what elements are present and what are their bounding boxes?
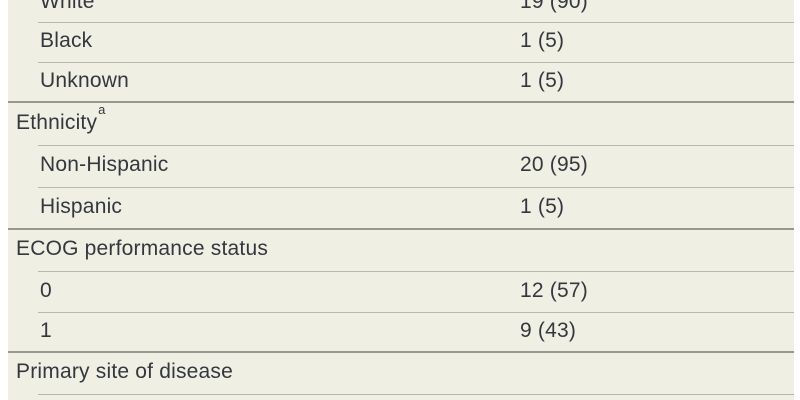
section-separator	[8, 351, 794, 353]
row-label-text: Ethnicity	[16, 110, 98, 134]
footnote-marker: a	[98, 101, 106, 117]
section-separator	[8, 101, 794, 103]
row-separator	[38, 394, 794, 395]
row-label: Hispanic	[40, 195, 123, 218]
row-separator	[38, 62, 794, 63]
row-non-hispanic: Non-Hispanic 20 (95)	[8, 146, 794, 188]
characteristics-table: White 19 (90) Black 1 (5) Unknown 1 (5) …	[8, 0, 794, 400]
clipped-next-row	[8, 395, 794, 400]
row-label: 1	[40, 319, 52, 342]
row-black: Black 1 (5)	[8, 23, 794, 63]
row-ecog-0: 0 12 (57)	[8, 272, 794, 313]
row-label: ECOG performance status	[16, 237, 269, 260]
section-separator	[8, 228, 794, 230]
row-value: 1 (5)	[520, 29, 565, 52]
row-value: 1 (5)	[520, 69, 565, 92]
row-label: 0	[40, 278, 52, 302]
row-separator	[38, 271, 794, 272]
row-ecog-1: 1 9 (43)	[8, 313, 794, 353]
row-label: Non-Hispanic	[40, 153, 169, 176]
row-separator	[38, 187, 794, 188]
row-white: White 19 (90)	[8, 0, 794, 23]
row-label: Black	[40, 29, 93, 52]
row-ethnicity-header: Ethnicitya	[8, 103, 794, 146]
row-label: White	[40, 0, 95, 13]
row-primary-site-header: Primary site of disease	[8, 353, 794, 395]
row-ecog-header: ECOG performance status	[8, 230, 794, 272]
row-label: Ethnicitya	[8, 103, 520, 135]
row-label: Unknown	[40, 69, 129, 92]
row-hispanic: Hispanic 1 (5)	[8, 188, 794, 230]
row-value: 19 (90)	[520, 0, 588, 13]
row-separator	[38, 22, 794, 23]
row-value: 20 (95)	[520, 153, 588, 176]
row-value: 12 (57)	[520, 278, 588, 302]
row-value: 9 (43)	[520, 319, 577, 342]
row-separator	[38, 312, 794, 313]
row-label: Primary site of disease	[16, 360, 234, 383]
row-unknown: Unknown 1 (5)	[8, 63, 794, 103]
row-separator	[38, 145, 794, 146]
row-value: 1 (5)	[520, 195, 565, 218]
